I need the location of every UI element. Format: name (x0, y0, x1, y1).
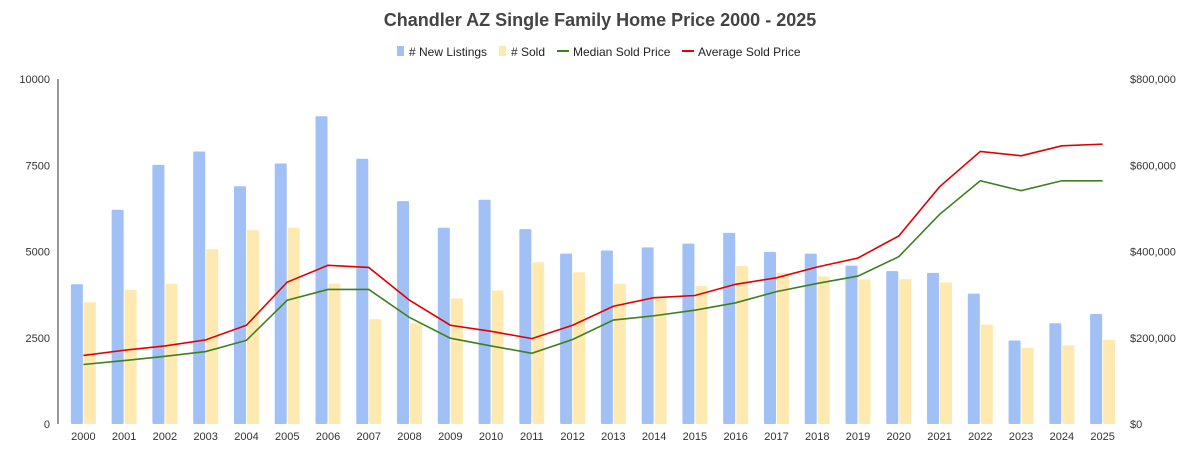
legend-label: Average Sold Price (698, 45, 801, 59)
bar-new-listings (723, 232, 736, 424)
left-tick-label: 5000 (26, 247, 50, 259)
x-tick-label: 2014 (642, 431, 666, 443)
bar-sold (858, 279, 871, 424)
bar-new-listings (519, 229, 532, 424)
bar-sold (776, 272, 789, 424)
x-tick-label: 2022 (968, 431, 992, 443)
bars (70, 116, 1116, 424)
bar-sold (124, 289, 137, 424)
x-tick-label: 2015 (683, 431, 707, 443)
bar-new-listings (682, 243, 695, 424)
x-tick-label: 2010 (479, 431, 503, 443)
bar-new-listings (478, 199, 491, 424)
x-tick-label: 2000 (71, 431, 95, 443)
x-tick-label: 2011 (520, 431, 544, 443)
bar-sold (369, 319, 382, 424)
bar-new-listings (233, 186, 246, 424)
bar-sold (450, 298, 463, 424)
bar-new-listings (193, 151, 206, 424)
left-tick-label: 0 (44, 419, 50, 431)
bar-new-listings (1090, 313, 1103, 424)
legend-label: # New Listings (409, 45, 487, 59)
x-tick-label: 2013 (601, 431, 625, 443)
bar-sold (328, 283, 341, 424)
bar-new-listings (152, 164, 165, 424)
x-tick-label: 2024 (1050, 431, 1074, 443)
bar-new-listings (804, 253, 817, 424)
right-tick-label: $800,000 (1130, 74, 1176, 86)
bar-sold (736, 265, 749, 424)
x-tick-label: 2007 (357, 431, 381, 443)
legend-swatch (397, 46, 404, 56)
x-tick-label: 2008 (397, 431, 421, 443)
x-tick-label: 2020 (887, 431, 911, 443)
bar-new-listings (1049, 323, 1062, 424)
bar-sold (410, 323, 423, 424)
bar-sold (980, 324, 993, 424)
x-tick-label: 2023 (1009, 431, 1033, 443)
x-tick-label: 2018 (805, 431, 829, 443)
bar-new-listings (600, 250, 613, 424)
legend-swatch (499, 46, 506, 56)
bar-sold (491, 290, 504, 424)
x-tick-label: 2016 (723, 431, 747, 443)
chart-title: Chandler AZ Single Family Home Price 200… (384, 10, 817, 30)
bar-sold (532, 262, 545, 424)
x-tick-label: 2019 (846, 431, 870, 443)
axes: 0 2500 5000 7500 10000 $0 $200,000 $400,000 $600… (19, 74, 1175, 443)
bar-new-listings (111, 209, 124, 424)
line-average-sold-price (83, 143, 1103, 357)
x-tick-label: 2009 (438, 431, 462, 443)
x-tick-label: 2004 (234, 431, 258, 443)
x-tick-label: 2002 (153, 431, 177, 443)
right-tick-label: $600,000 (1130, 160, 1176, 172)
bar-sold (1103, 339, 1116, 424)
bar-new-listings (886, 271, 899, 424)
bar-sold (817, 276, 830, 424)
legend-label: # Sold (511, 45, 545, 59)
x-tick-label: 2025 (1090, 431, 1114, 443)
legend: # New Listings # Sold Median Sold Price Ave… (397, 45, 801, 59)
bar-sold (899, 279, 912, 424)
bar-sold (573, 272, 586, 424)
bar-new-listings (845, 265, 858, 424)
bar-sold (206, 249, 219, 424)
bar-sold (165, 283, 178, 424)
bar-sold (654, 297, 667, 424)
right-tick-label: $200,000 (1130, 333, 1176, 345)
left-tick-label: 10000 (19, 74, 50, 86)
bar-sold (246, 230, 259, 424)
bar-new-listings (641, 247, 654, 424)
bar-sold (940, 282, 953, 424)
bar-new-listings (274, 163, 287, 424)
x-tick-label: 2012 (560, 431, 584, 443)
line-median-sold-price (83, 179, 1103, 366)
bar-new-listings (967, 293, 980, 424)
x-tick-label: 2017 (764, 431, 788, 443)
right-tick-label: $400,000 (1130, 247, 1176, 259)
x-tick-label: 2005 (275, 431, 299, 443)
right-tick-label: $0 (1130, 419, 1142, 431)
bar-new-listings (927, 272, 940, 424)
bar-new-listings (315, 116, 328, 424)
x-tick-label: 2001 (112, 431, 136, 443)
bar-sold (1062, 345, 1075, 424)
bar-new-listings (70, 284, 83, 424)
bar-new-listings (1008, 340, 1021, 424)
left-tick-label: 2500 (26, 333, 50, 345)
bar-sold (287, 227, 300, 424)
x-tick-label: 2003 (193, 431, 217, 443)
lines (83, 143, 1103, 366)
bar-sold (695, 286, 708, 424)
bar-new-listings (560, 253, 573, 424)
x-tick-label: 2006 (316, 431, 340, 443)
bar-sold (1021, 347, 1034, 424)
x-tick-label: 2021 (927, 431, 951, 443)
left-tick-label: 7500 (26, 160, 50, 172)
bar-new-listings (437, 227, 450, 424)
bar-new-listings (356, 158, 369, 424)
legend-label: Median Sold Price (573, 45, 671, 59)
